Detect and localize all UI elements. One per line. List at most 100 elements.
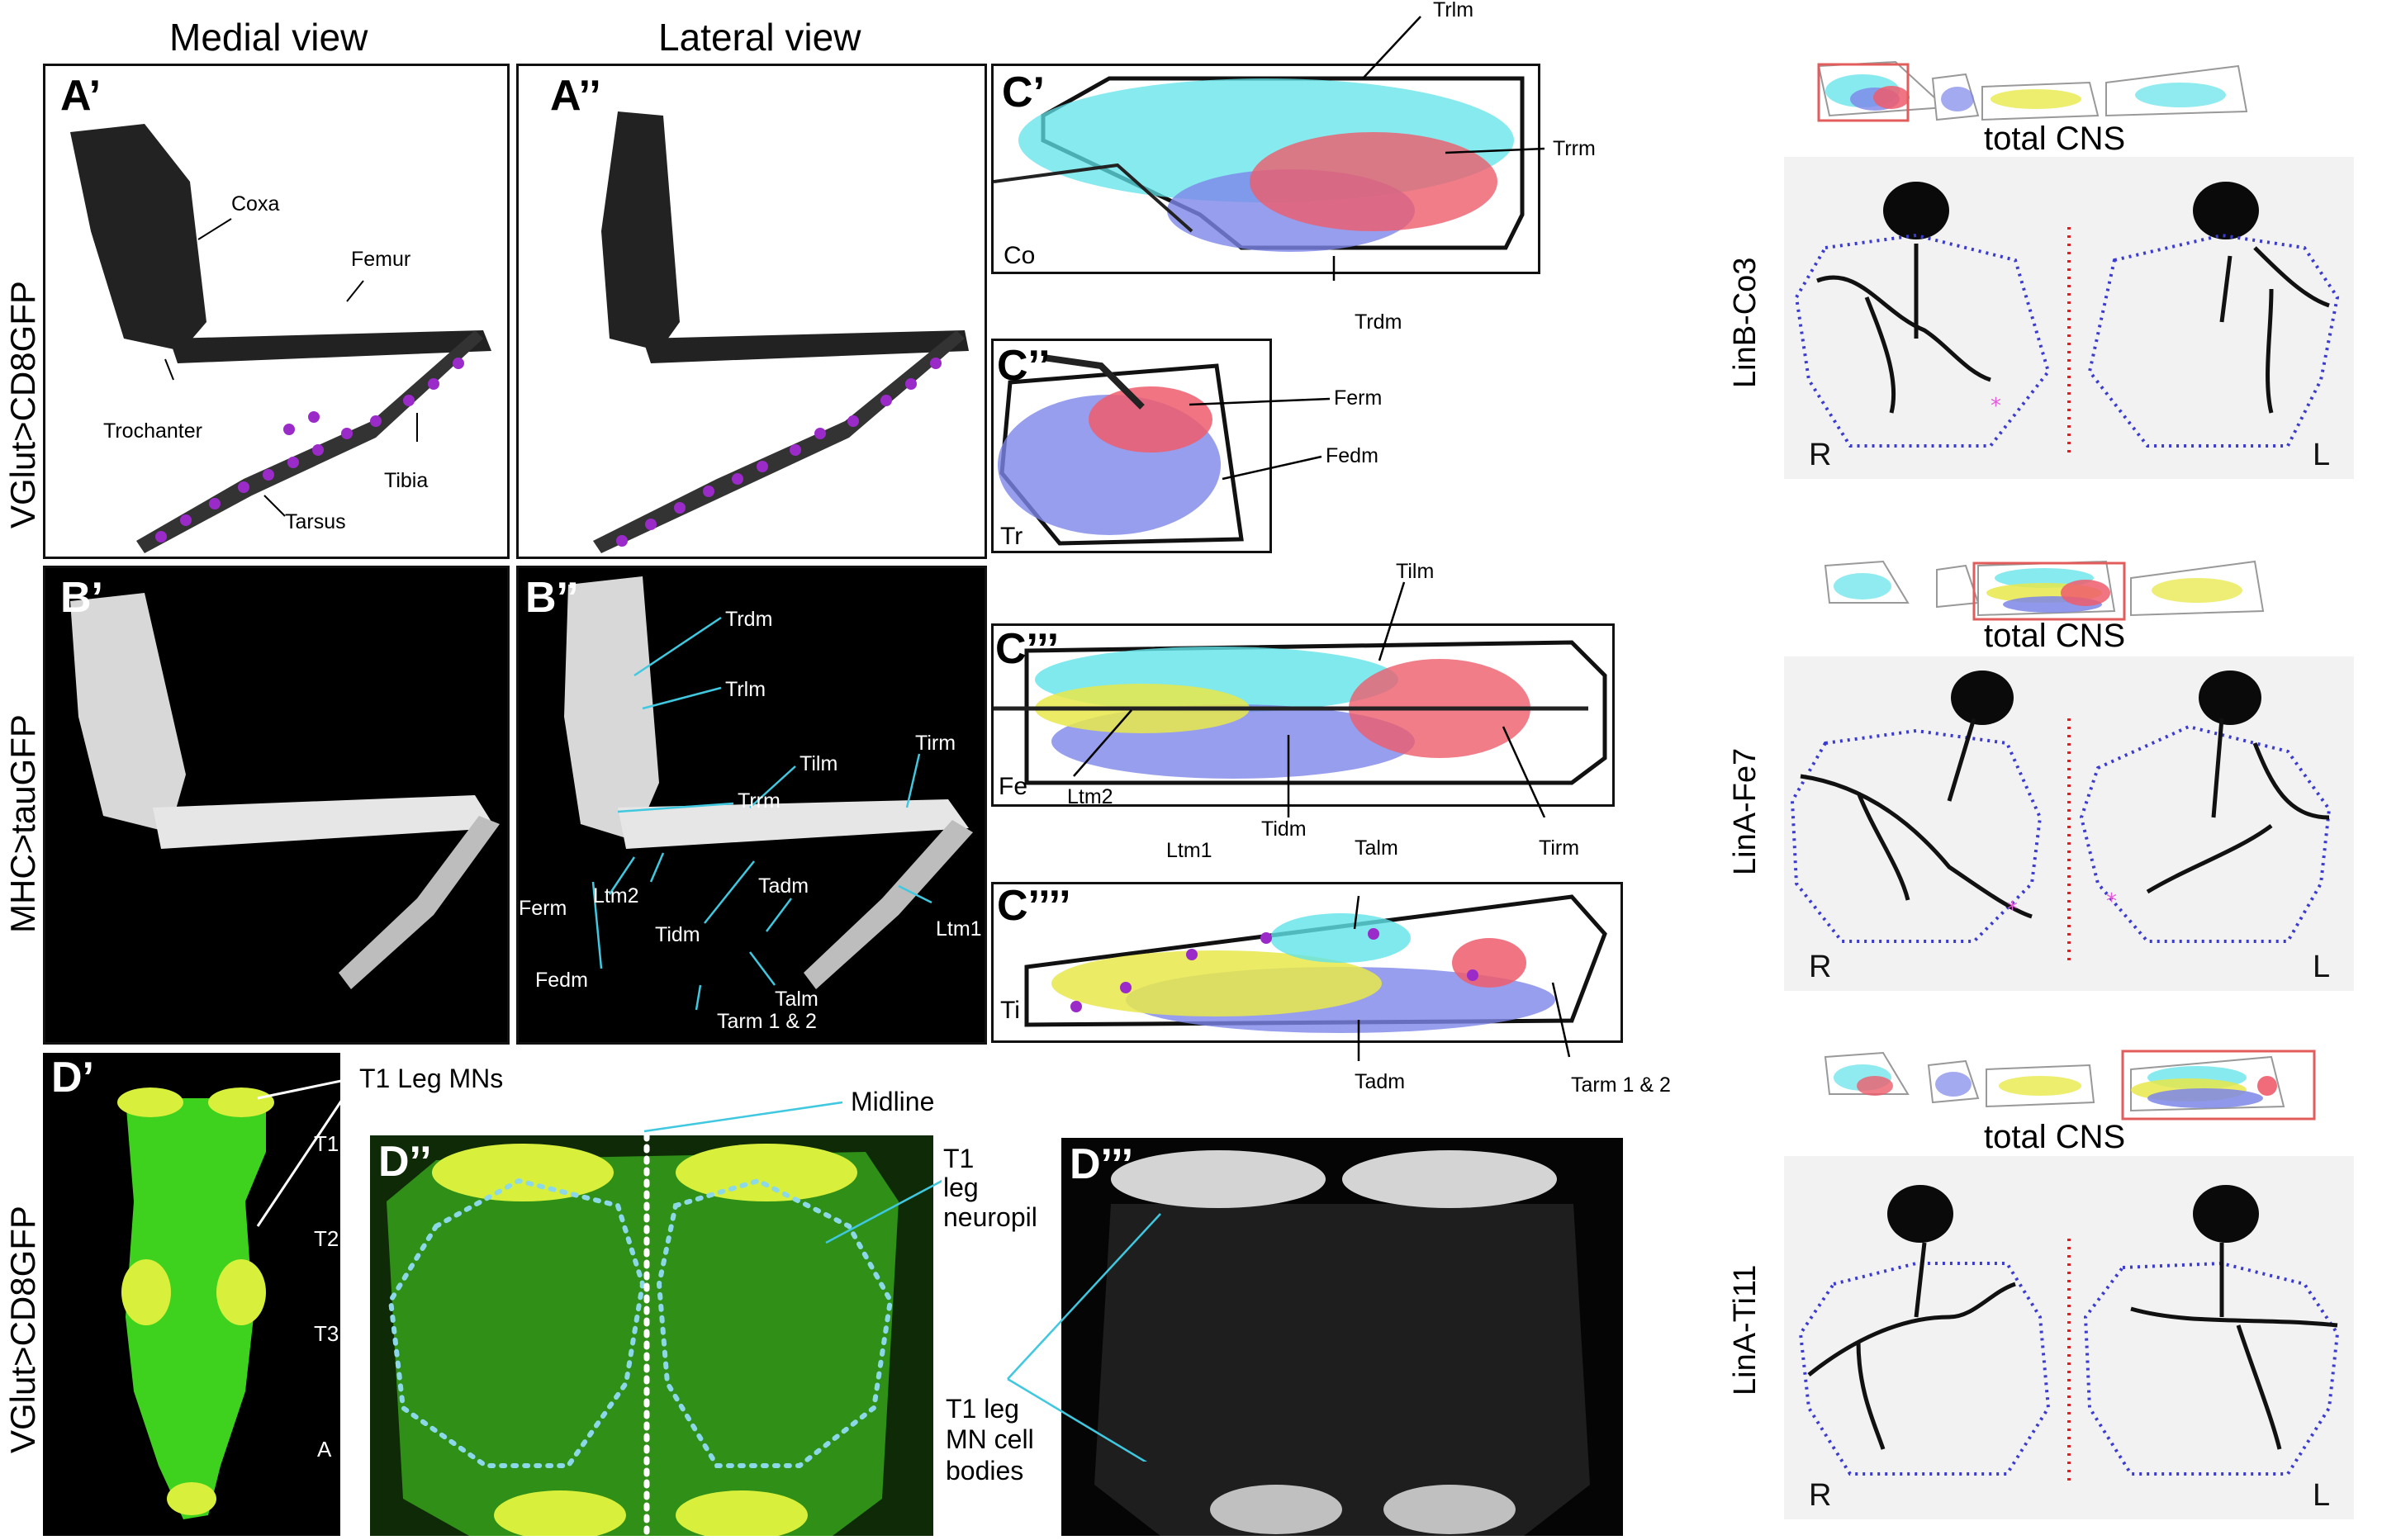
lateral-view-header: Lateral view xyxy=(658,16,861,59)
svg-text:*: * xyxy=(2007,898,2018,922)
label-ferm-c: Ferm xyxy=(1334,386,1383,410)
side-l-3: L xyxy=(2313,1478,2331,1513)
segment-label-c2: Tr xyxy=(1000,523,1023,550)
label-ltm2-c: Ltm2 xyxy=(1067,785,1113,808)
panel-label-d1: D’ xyxy=(51,1054,94,1102)
label-coxa: Coxa xyxy=(231,192,280,216)
panel-label-c3: C’’’ xyxy=(995,625,1060,673)
side-r-3: R xyxy=(1809,1478,1832,1513)
panel-c4: C’’’’ Ti xyxy=(991,882,1623,1043)
panel-label-b2: B’’ xyxy=(525,574,579,622)
label-neuropil-1: T1 xyxy=(943,1144,975,1173)
mn-cell-bodies-image xyxy=(1061,1138,1623,1536)
femur-muscle-map xyxy=(994,640,1607,785)
segment-t2: T2 xyxy=(314,1226,339,1251)
panel-c3: C’’’ Fe xyxy=(991,623,1615,807)
label-fedm-c: Fedm xyxy=(1326,444,1378,467)
label-tarm-c: Tarm 1 & 2 xyxy=(1571,1073,1671,1097)
panel-label-b1: B’ xyxy=(60,574,103,622)
label-trrm-b: Trrm xyxy=(738,789,781,813)
c2-arrows xyxy=(1189,397,1331,481)
lineage-1-image: * xyxy=(1784,60,2354,479)
panel-a1: A’ Coxa Femur Trochanter Tibia Tarsus xyxy=(43,64,510,559)
segment-label-c3: Fe xyxy=(999,773,1028,800)
label-tidm-c: Tidm xyxy=(1261,817,1307,841)
coxa-muscle-map xyxy=(994,76,1525,252)
lineage-name-2: LinA-Fe7 xyxy=(1728,747,1763,875)
svg-text:*: * xyxy=(1991,394,2001,419)
row-label-d: VGlut>CD8GFP xyxy=(3,1206,42,1453)
label-trlm-c: Trlm xyxy=(1433,0,1474,21)
lineage-name-1: LinB-Co3 xyxy=(1728,257,1763,388)
panel-d1: D’ T1 T2 T3 A xyxy=(43,1053,340,1536)
side-r-1: R xyxy=(1809,438,1832,472)
panel-label-c2: C’’ xyxy=(997,342,1051,390)
label-tilm-b: Tilm xyxy=(800,752,838,775)
side-r-2: R xyxy=(1809,950,1832,984)
c3-arrows xyxy=(1073,581,1546,817)
label-neuropil-3: neuropil xyxy=(943,1202,1037,1232)
label-tarm-b: Tarm 1 & 2 xyxy=(717,1010,817,1033)
label-t1-leg-mns: T1 Leg MNs xyxy=(359,1064,504,1093)
label-cells-1: T1 leg xyxy=(946,1394,1019,1424)
total-cns-label-3: total CNS xyxy=(1984,1119,2126,1155)
row-label-b: MHC>tauGFP xyxy=(3,714,42,933)
label-fedm-b: Fedm xyxy=(535,969,588,992)
label-tilm-c: Tilm xyxy=(1396,560,1435,583)
panel-c2: C’’ Tr xyxy=(991,339,1272,553)
label-ferm-b: Ferm xyxy=(519,897,567,920)
label-femur: Femur xyxy=(351,248,411,271)
lineage-panel-1: * total CNS R L xyxy=(1759,50,2370,479)
panel-b1: B’ xyxy=(43,566,510,1045)
label-talm-b: Talm xyxy=(775,988,819,1011)
vnc-whole-image xyxy=(117,1079,340,1519)
label-tirm-b: Tirm xyxy=(915,732,956,755)
trochanter-muscle-map xyxy=(998,354,1244,546)
panel-label-a1: A’ xyxy=(60,72,102,120)
cns-schematic-2 xyxy=(1824,560,2265,621)
label-tirm-c: Tirm xyxy=(1539,836,1580,860)
label-cells-2: MN cell xyxy=(946,1424,1034,1454)
row-label-a: VGlut>CD8GFP xyxy=(3,281,42,528)
d3-arrows xyxy=(1007,1213,1161,1462)
lineage-name-3: LinA-Ti11 xyxy=(1728,1264,1763,1395)
d2-arrows xyxy=(643,1101,942,1244)
svg-text:*: * xyxy=(2106,889,2117,914)
muscle-medial-image xyxy=(70,593,500,989)
label-tadm-b: Tadm xyxy=(758,874,809,898)
segment-a: A xyxy=(317,1437,332,1462)
total-cns-label-1: total CNS xyxy=(1984,121,2126,157)
label-midline: Midline xyxy=(851,1087,935,1116)
panel-d2: D’’ xyxy=(370,1135,933,1536)
t1-neuropil-image xyxy=(370,1135,933,1536)
panel-c1: C’ Co xyxy=(991,64,1540,274)
label-ltm1-c: Ltm1 xyxy=(1166,839,1212,862)
c1-arrows xyxy=(1332,16,1545,281)
panel-label-a2: A’’ xyxy=(550,72,601,120)
label-tarsus: Tarsus xyxy=(285,510,346,533)
lineage-2-image: * * xyxy=(1784,560,2354,991)
label-trdm-b: Trdm xyxy=(725,608,773,631)
medial-view-header: Medial view xyxy=(169,16,368,59)
label-cells-3: bodies xyxy=(946,1456,1024,1486)
panel-label-d2: D’’ xyxy=(378,1138,432,1186)
panel-label-c4: C’’’’ xyxy=(997,882,1071,930)
label-trochanter: Trochanter xyxy=(103,419,202,443)
label-trlm-b: Trlm xyxy=(725,678,766,701)
side-l-2: L xyxy=(2313,950,2331,984)
panel-label-d3: D’’’ xyxy=(1070,1140,1134,1188)
total-cns-label-2: total CNS xyxy=(1984,618,2126,654)
label-tibia: Tibia xyxy=(384,469,429,492)
cns-schematic-1 xyxy=(1817,60,2248,122)
panel-d3: D’’’ xyxy=(1061,1138,1623,1536)
lineage-panel-2: * * total CNS R L xyxy=(1759,553,2370,991)
tibia-muscle-map xyxy=(1024,894,1607,1033)
panel-b2: B’’ Trdm Trlm Tilm Tirm Trrm Ferm Ltm2 F… xyxy=(516,566,987,1045)
panel-label-c1: C’ xyxy=(1002,69,1045,116)
label-trdm-c: Trdm xyxy=(1355,310,1402,334)
lineage-panel-3: total CNS R L xyxy=(1759,1045,2370,1523)
cns-schematic-3 xyxy=(1824,1050,2316,1121)
muscle-lateral-image xyxy=(564,576,973,1011)
panel-a2: A’’ xyxy=(516,64,987,559)
segment-t1: T1 xyxy=(314,1131,339,1156)
